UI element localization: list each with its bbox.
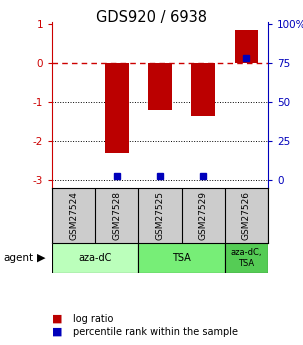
Text: aza-dC: aza-dC [78, 253, 112, 263]
Text: GDS920 / 6938: GDS920 / 6938 [96, 10, 207, 25]
Text: GSM27529: GSM27529 [199, 191, 208, 240]
Text: ■: ■ [52, 314, 62, 324]
Text: log ratio: log ratio [73, 314, 114, 324]
Bar [191, 63, 215, 116]
Text: ■: ■ [52, 327, 62, 337]
Text: GSM27526: GSM27526 [242, 191, 251, 240]
Bar [105, 63, 129, 153]
Bar [225, 243, 268, 273]
Text: agent: agent [3, 253, 33, 263]
Bar [52, 243, 138, 273]
Text: GSM27525: GSM27525 [155, 191, 165, 240]
Text: GSM27528: GSM27528 [112, 191, 121, 240]
Bar [148, 63, 172, 110]
Text: GSM27524: GSM27524 [69, 191, 78, 240]
Text: percentile rank within the sample: percentile rank within the sample [73, 327, 238, 337]
Bar [235, 30, 258, 63]
Text: TSA: TSA [172, 253, 191, 263]
Text: ▶: ▶ [37, 253, 45, 263]
Text: aza-dC,
TSA: aza-dC, TSA [231, 248, 262, 268]
Bar [138, 243, 225, 273]
